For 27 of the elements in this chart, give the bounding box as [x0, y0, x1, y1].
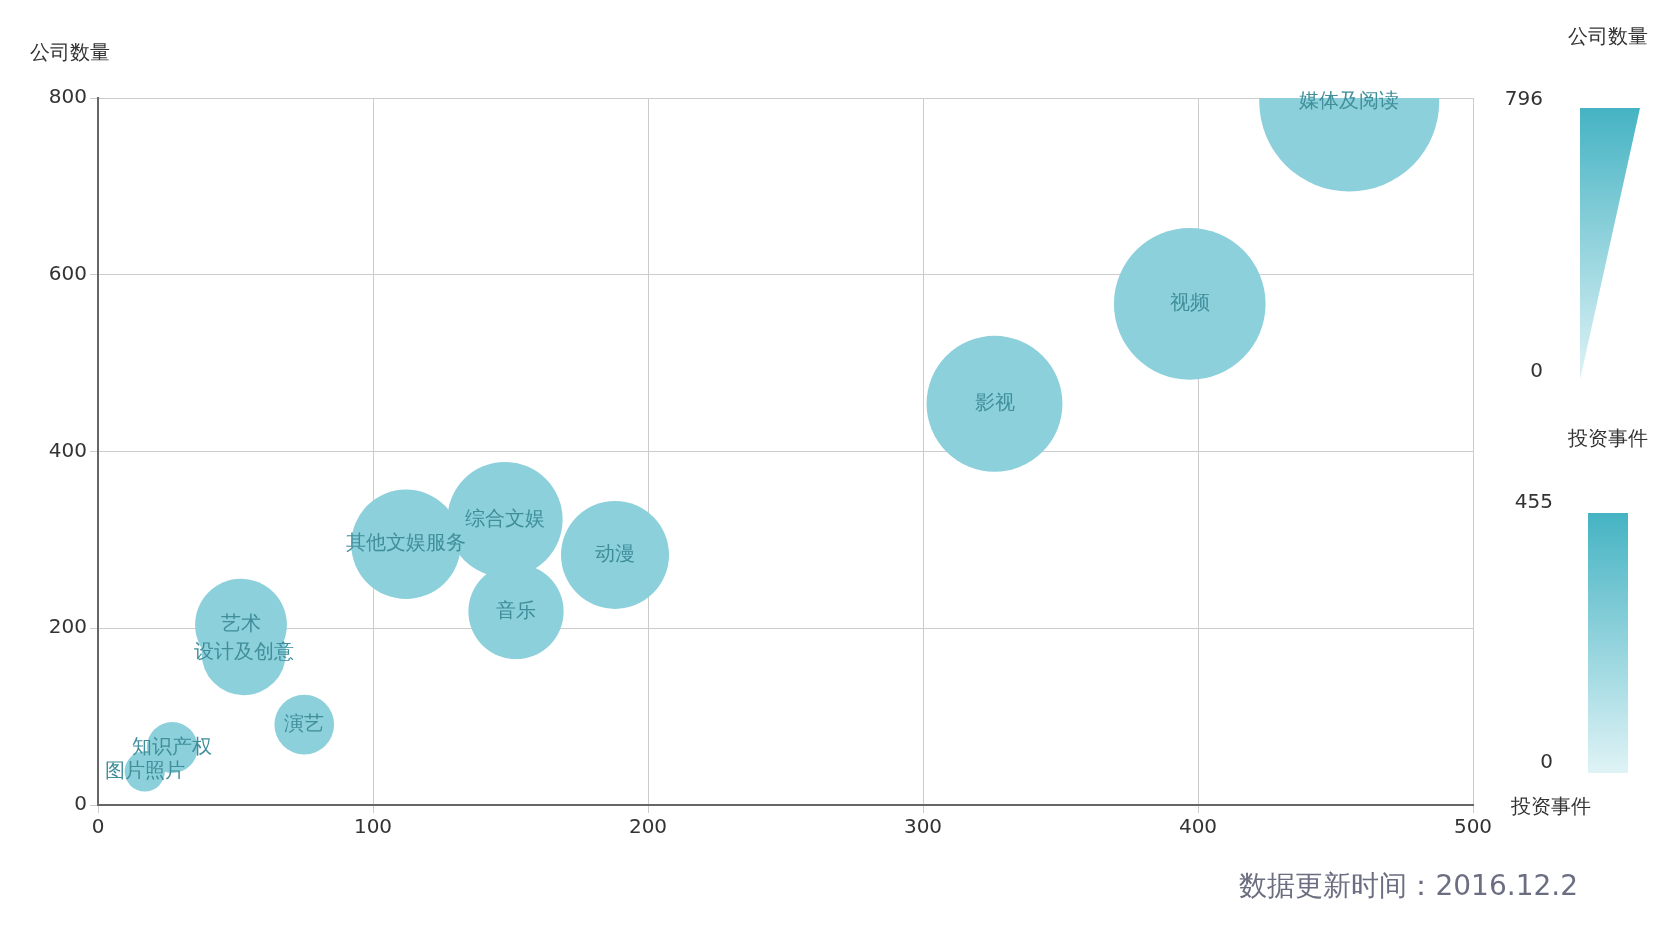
y-axis-title: 公司数量: [30, 40, 110, 65]
x-tick-label: 100: [353, 814, 393, 839]
y-tick-label: 600: [48, 260, 87, 285]
series-label: 音乐: [496, 597, 536, 622]
series-label: 影视: [974, 389, 1015, 414]
color-bar-title: 投资事件: [1567, 426, 1648, 451]
x-tick-label: 300: [903, 814, 943, 839]
color-bar-label: 0: [1540, 749, 1553, 774]
series-label: 演艺: [284, 710, 325, 735]
text: 796: [1504, 86, 1543, 111]
x-axis-title: 投资事件: [1510, 794, 1591, 819]
text: 0: [1530, 358, 1543, 383]
series-label: 综合文娱: [465, 505, 545, 530]
series-label: 艺术: [221, 610, 261, 635]
color-bar-label: 455: [1514, 489, 1553, 514]
legend-title: 公司数量: [1568, 24, 1648, 49]
y-tick-label: 0: [74, 791, 87, 816]
text: 数据更新时间：2016.12.2: [1239, 869, 1578, 903]
x-tick-label: 500: [1453, 814, 1493, 839]
x-tick-label: 0: [91, 814, 105, 839]
x-tick-label: 200: [628, 814, 668, 839]
series-label: 动漫: [595, 541, 635, 566]
y-tick-label: 200: [48, 614, 87, 639]
y-tick-label: 800: [48, 84, 87, 109]
y-tick-label: 400: [48, 437, 87, 462]
x-tick-label: 400: [1178, 814, 1218, 839]
series-label: 视频: [1169, 290, 1210, 315]
